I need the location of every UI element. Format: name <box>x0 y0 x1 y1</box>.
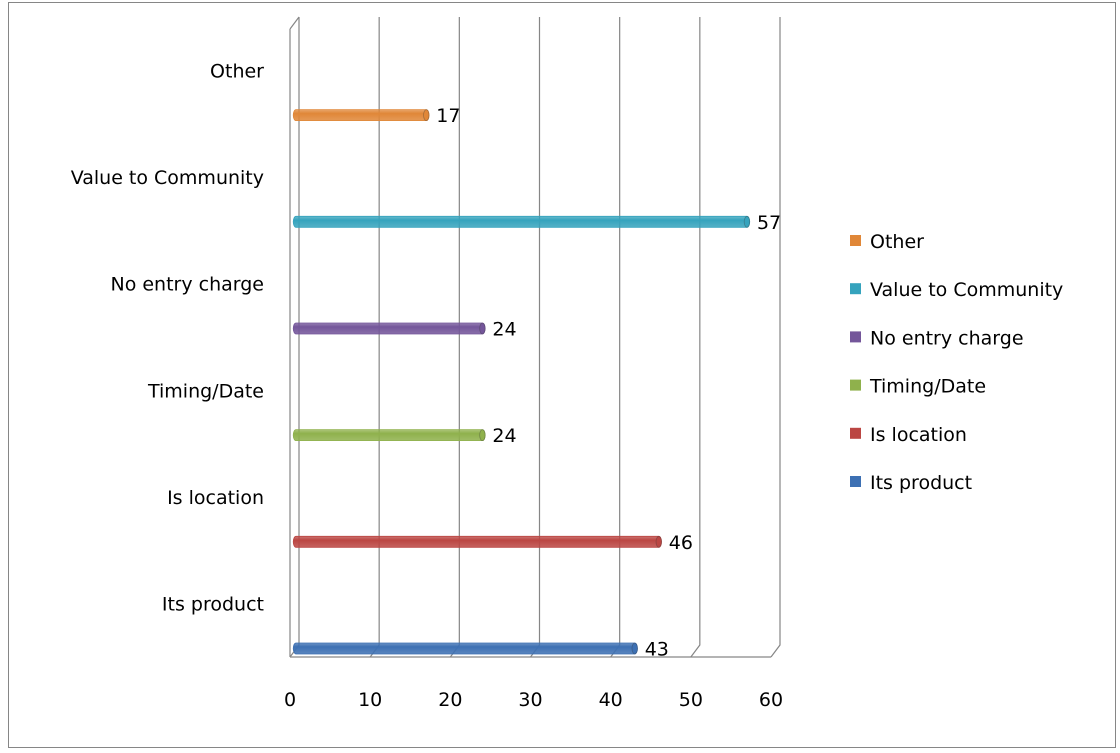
bar-value-to-community <box>292 215 751 228</box>
data-labels: 43 46 24 24 57 17 <box>436 105 781 660</box>
legend-swatch-its-product <box>850 476 861 487</box>
data-label-is-location: 46 <box>669 532 693 554</box>
legend-item-timing-date: Timing/Date <box>850 376 986 398</box>
data-label-its-product: 43 <box>645 638 669 660</box>
legend-swatch-timing-date <box>850 379 861 391</box>
legend-swatch-other <box>850 235 861 246</box>
bars <box>292 109 751 655</box>
category-label-value-to-community: Value to Community <box>71 167 264 189</box>
category-label-is-location: Is location <box>167 487 264 509</box>
gridline-50 <box>690 17 701 658</box>
x-tick-label-50: 50 <box>679 689 703 711</box>
bar-is-location <box>292 535 662 548</box>
data-label-other: 17 <box>436 105 460 127</box>
legend-label-no-entry-charge: No entry charge <box>870 327 1024 349</box>
x-tick-label-20: 20 <box>438 689 462 711</box>
x-tick-label-10: 10 <box>358 689 382 711</box>
y-axis-category-labels: Its product Is location Timing/Date No entr… <box>71 60 264 615</box>
chart-frame <box>8 2 1116 748</box>
legend-label-its-product: Its product <box>870 472 972 494</box>
data-label-no-entry-charge: 24 <box>492 318 516 340</box>
legend: Other Value to Community No entry charge Ti… <box>850 231 1063 494</box>
x-tick-label-60: 60 <box>759 689 783 711</box>
legend-label-other: Other <box>870 231 924 253</box>
y-axis-line <box>289 16 300 657</box>
legend-label-timing-date: Timing/Date <box>869 376 986 398</box>
axes <box>289 16 771 658</box>
bar-other <box>292 109 430 122</box>
legend-swatch-value-to-community <box>850 283 861 295</box>
legend-item-its-product: Its product <box>850 472 972 494</box>
legend-label-value-to-community: Value to Community <box>870 279 1063 301</box>
legend-item-other: Other <box>850 231 924 253</box>
category-label-its-product: Its product <box>162 594 264 616</box>
data-label-timing-date: 24 <box>492 425 516 447</box>
x-tick-label-0: 0 <box>284 689 296 711</box>
bar-its-product <box>292 642 638 655</box>
x-axis-tick-labels: 0 10 20 30 40 50 60 <box>284 689 783 711</box>
legend-item-value-to-community: Value to Community <box>850 279 1063 301</box>
category-label-no-entry-charge: No entry charge <box>110 274 264 296</box>
legend-item-no-entry-charge: No entry charge <box>850 327 1024 349</box>
x-tick-label-30: 30 <box>518 689 542 711</box>
x-tick-label-40: 40 <box>599 689 623 711</box>
category-label-other: Other <box>210 60 264 82</box>
legend-swatch-is-location <box>850 427 861 439</box>
bar-timing-date <box>292 429 486 442</box>
gridline-60 <box>770 17 781 658</box>
category-label-timing-date: Timing/Date <box>147 380 264 402</box>
data-label-value-to-community: 57 <box>757 212 781 234</box>
legend-item-is-location: Is location <box>850 424 967 446</box>
gridline-30 <box>530 17 541 658</box>
legend-label-is-location: Is location <box>870 424 967 446</box>
bar-no-entry-charge <box>292 322 486 335</box>
legend-swatch-no-entry-charge <box>850 331 861 343</box>
gridline-40 <box>610 17 621 658</box>
